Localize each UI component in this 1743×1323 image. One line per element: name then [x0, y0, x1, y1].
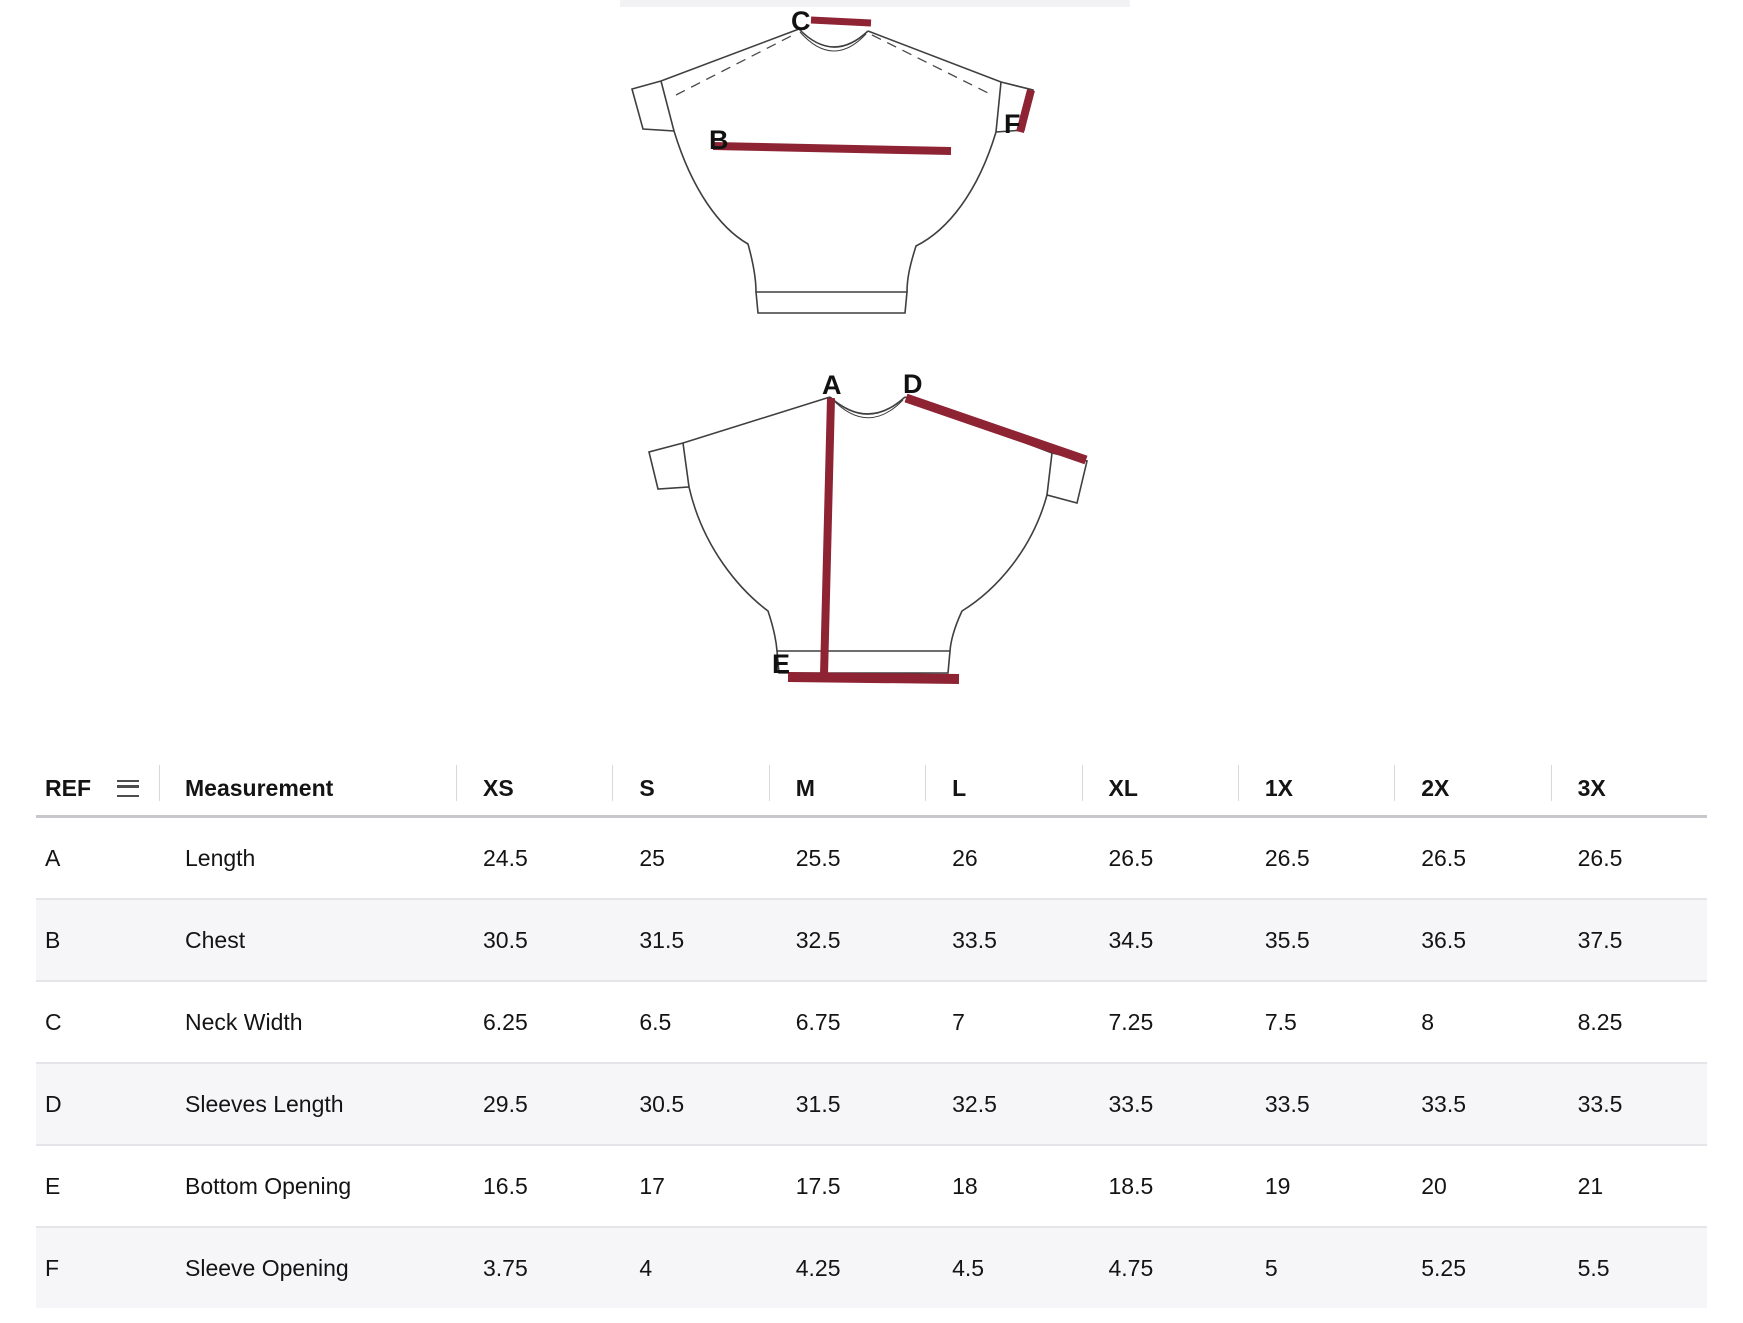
cell-value: 4: [639, 1254, 653, 1281]
cell-value: 24.5: [483, 844, 528, 871]
front-view-outline: [631, 28, 1034, 314]
cell-value: 7.25: [1108, 1008, 1154, 1035]
cell-value: 18.5: [1108, 1172, 1154, 1199]
cell-value: 4.5: [952, 1254, 985, 1281]
cell-value: 7.5: [1264, 1008, 1297, 1035]
measure-line-chest-B: [712, 142, 952, 155]
table-header-row: REF Measurement XS S M L XL 1X 2X 3X: [36, 762, 1707, 818]
cell-ref: C: [45, 1008, 62, 1035]
cell-value: 26.5: [1108, 844, 1154, 871]
back-view-outline: [648, 396, 1088, 674]
cell-value: 5: [1264, 1254, 1278, 1281]
measure-line-bottom-opening-E: [787, 672, 960, 684]
cell-value: 25: [639, 844, 665, 871]
measure-label-E: E: [772, 649, 790, 679]
size-header-l: L: [925, 762, 1081, 815]
table-row: B Chest 30.5 31.5 32.5 33.5 34.5 35.5 36…: [36, 898, 1707, 980]
cell-ref: E: [45, 1172, 61, 1199]
cell-value: 25.5: [795, 844, 841, 871]
cell-ref: A: [45, 844, 61, 871]
cell-value: 26: [952, 844, 978, 871]
cell-ref: F: [45, 1254, 60, 1281]
cell-value: 31.5: [795, 1090, 841, 1117]
cell-value: 7: [952, 1008, 965, 1035]
cell-value: 20: [1421, 1172, 1447, 1199]
cell-value: 26.5: [1264, 844, 1310, 871]
cell-value: 8.25: [1577, 1008, 1623, 1035]
ref-header-label: REF: [45, 775, 91, 801]
size-header-3x: 3X: [1550, 762, 1707, 815]
menu-icon[interactable]: [117, 780, 139, 797]
measure-line-sleeve-length-D: [904, 393, 1088, 465]
cell-measurement: Chest: [185, 926, 246, 953]
cell-value: 33.5: [1577, 1090, 1623, 1117]
cell-measurement: Bottom Opening: [185, 1172, 352, 1199]
size-header-xs: XS: [456, 762, 612, 815]
measure-label-D: D: [903, 369, 923, 399]
measure-label-C: C: [791, 6, 811, 36]
cell-value: 16.5: [483, 1172, 528, 1199]
cell-value: 30.5: [483, 926, 528, 953]
size-header-s: S: [612, 762, 768, 815]
cell-value: 35.5: [1264, 926, 1310, 953]
cell-value: 5.5: [1577, 1254, 1610, 1281]
cell-measurement: Sleeves Length: [185, 1090, 344, 1117]
cell-value: 30.5: [639, 1090, 685, 1117]
cell-value: 3.75: [483, 1254, 528, 1281]
front-shoulder-seam-dashed: [675, 33, 993, 96]
cell-value: 6.75: [795, 1008, 841, 1035]
cell-ref: D: [45, 1090, 62, 1117]
cell-value: 26.5: [1577, 844, 1623, 871]
cell-value: 34.5: [1108, 926, 1154, 953]
size-header-m: M: [768, 762, 925, 815]
cell-ref: B: [45, 926, 61, 953]
cell-value: 18: [952, 1172, 978, 1199]
size-header-1x: 1X: [1237, 762, 1394, 815]
cell-value: 4.25: [795, 1254, 841, 1281]
cell-value: 33.5: [952, 926, 997, 953]
ref-column-header: REF: [36, 762, 159, 815]
cell-value: 21: [1577, 1172, 1604, 1199]
measurement-column-header: Measurement: [159, 762, 456, 815]
garment-measurement-diagrams: C B F A D E: [631, 6, 1088, 684]
table-row: C Neck Width 6.25 6.5 6.75 7 7.25 7.5 8 …: [36, 980, 1707, 1062]
size-header-2x: 2X: [1394, 762, 1550, 815]
cell-value: 29.5: [483, 1090, 528, 1117]
measure-line-sleeve-opening-F: [1016, 88, 1035, 134]
cell-measurement: Length: [185, 844, 256, 871]
cell-value: 33.5: [1108, 1090, 1154, 1117]
cropped-element-top: [620, 0, 1130, 7]
table-row: D Sleeves Length 29.5 30.5 31.5 32.5 33.…: [36, 1062, 1707, 1144]
cell-value: 17: [639, 1172, 665, 1199]
size-chart-table: REF Measurement XS S M L XL 1X 2X 3X A L…: [36, 762, 1707, 1308]
cell-value: 37.5: [1577, 926, 1623, 953]
cell-value: 32.5: [952, 1090, 997, 1117]
cell-value: 33.5: [1264, 1090, 1310, 1117]
cell-value: 4.75: [1108, 1254, 1154, 1281]
measure-line-length-A: [820, 397, 835, 676]
table-row: A Length 24.5 25 25.5 26 26.5 26.5 26.5 …: [36, 818, 1707, 898]
measure-label-A: A: [822, 370, 842, 400]
measure-line-neck-width-C: [810, 16, 872, 27]
cell-value: 8: [1421, 1008, 1435, 1035]
measure-label-B: B: [709, 125, 729, 155]
cell-value: 5.25: [1421, 1254, 1467, 1281]
cell-measurement: Neck Width: [185, 1008, 303, 1035]
cell-value: 19: [1264, 1172, 1291, 1199]
cell-value: 6.5: [639, 1008, 672, 1035]
cell-measurement: Sleeve Opening: [185, 1254, 349, 1281]
cell-value: 31.5: [639, 926, 685, 953]
measure-label-F: F: [1004, 109, 1021, 139]
table-row: E Bottom Opening 16.5 17 17.5 18 18.5 19…: [36, 1144, 1707, 1226]
cell-value: 6.25: [483, 1008, 528, 1035]
cell-value: 26.5: [1421, 844, 1467, 871]
cell-value: 33.5: [1421, 1090, 1467, 1117]
size-header-xl: XL: [1081, 762, 1238, 815]
cell-value: 36.5: [1421, 926, 1467, 953]
table-row: F Sleeve Opening 3.75 4 4.25 4.5 4.75 5 …: [36, 1226, 1707, 1308]
cell-value: 17.5: [795, 1172, 841, 1199]
cell-value: 32.5: [795, 926, 841, 953]
